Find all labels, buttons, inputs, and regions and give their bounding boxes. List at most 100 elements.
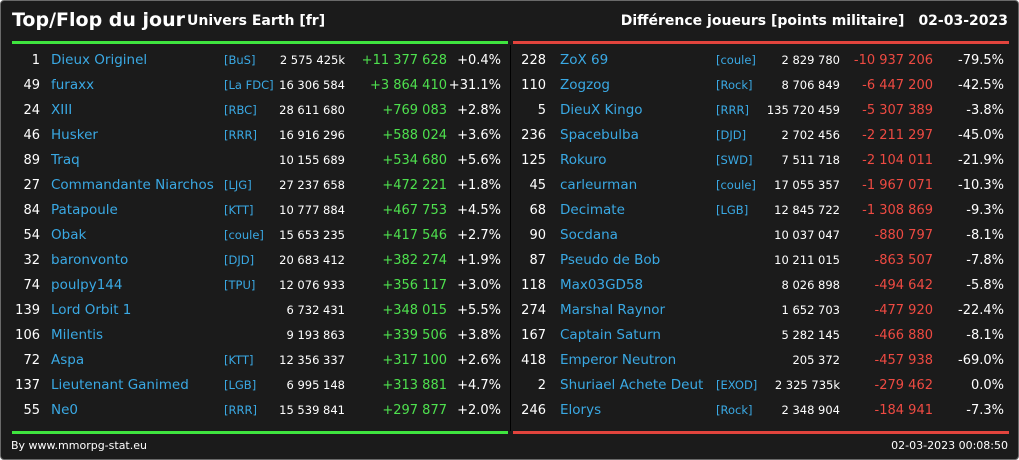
player-name-link[interactable]: Obak [51, 227, 87, 243]
alliance-tag-link[interactable]: [La FDC] [224, 78, 274, 92]
top-row: 106 Milentis 9 193 863 +339 506 +3.8% [1, 323, 501, 348]
column-divider [510, 45, 511, 431]
alliance-tag-link[interactable]: [LGB] [224, 378, 257, 392]
alliance-tag-link[interactable]: [coule] [716, 178, 756, 192]
score-difference: -880 797 [874, 228, 933, 243]
player-name-link[interactable]: XIII [51, 102, 73, 118]
player-rank: 24 [23, 103, 40, 118]
player-name-link[interactable]: Dieux Originel [51, 52, 148, 68]
percent-change: +2.8% [457, 103, 501, 118]
percent-change: +2.7% [457, 228, 501, 243]
alliance-tag-link[interactable]: [coule] [224, 228, 264, 242]
player-name-link[interactable]: DieuX Kingo [560, 102, 643, 118]
alliance-tag-link[interactable]: [RRR] [716, 103, 749, 117]
player-name-link[interactable]: Lieutenant Ganimed [51, 377, 189, 393]
player-score: 2 702 456 [781, 128, 840, 142]
player-score: 12 845 722 [774, 203, 840, 217]
score-difference: +769 083 [382, 103, 447, 118]
percent-change: -42.5% [958, 78, 1004, 93]
player-rank: 32 [23, 253, 40, 268]
player-name-link[interactable]: Milentis [51, 327, 104, 343]
alliance-tag-link[interactable]: [RBC] [224, 103, 257, 117]
player-rank: 167 [521, 328, 546, 343]
percent-change: -8.1% [966, 328, 1004, 343]
player-name-link[interactable]: Socdana [560, 227, 618, 243]
player-name-link[interactable]: Traq [51, 152, 80, 168]
alliance-tag-link[interactable]: [LJG] [224, 178, 252, 192]
player-name-link[interactable]: Commandante Niarchos [51, 177, 214, 193]
alliance-tag-link[interactable]: [Rock] [716, 403, 753, 417]
player-name-link[interactable]: baronvonto [51, 252, 129, 268]
alliance-tag-link[interactable]: [LGB] [716, 203, 749, 217]
percent-change: +31.1% [448, 78, 501, 93]
score-difference: -2 104 011 [862, 153, 933, 168]
player-name-link[interactable]: Pseudo de Bob [560, 252, 661, 268]
player-rank: 45 [529, 178, 546, 193]
alliance-tag-link[interactable]: [DJD] [224, 253, 255, 267]
flop-row: 228 ZoX 69 [coule] 2 829 780 -10 937 206 -79.… [513, 48, 1008, 73]
player-name-link[interactable]: poulpy144 [51, 277, 123, 293]
score-difference: +472 221 [382, 178, 447, 193]
alliance-tag-link[interactable]: [DJD] [716, 128, 747, 142]
flop-row: 90 Socdana 10 037 047 -880 797 -8.1% [513, 223, 1008, 248]
flop-section-bar-top [513, 41, 1009, 44]
player-name-link[interactable]: Emperor Neutron [560, 352, 677, 368]
player-name-link[interactable]: Zogzog [560, 77, 610, 93]
alliance-tag-link[interactable]: [RRR] [224, 128, 257, 142]
player-rank: 1 [31, 53, 40, 68]
alliance-tag-link[interactable]: [RRR] [224, 403, 257, 417]
alliance-tag-link[interactable]: [SWD] [716, 153, 753, 167]
player-rank: 110 [521, 78, 546, 93]
flop-row: 274 Marshal Raynor 1 652 703 -477 920 -22.4% [513, 298, 1008, 323]
player-name-link[interactable]: Spacebulba [560, 127, 639, 143]
alliance-tag-link[interactable]: [TPU] [224, 278, 256, 292]
player-name-link[interactable]: Lord Orbit 1 [51, 302, 132, 318]
player-rank: 54 [23, 228, 40, 243]
player-score: 2 829 780 [781, 53, 840, 67]
player-rank: 49 [23, 78, 40, 93]
player-score: 10 155 689 [279, 153, 345, 167]
player-score: 15 539 841 [279, 403, 345, 417]
player-rank: 236 [521, 128, 546, 143]
page-title: Top/Flop du jour [12, 9, 185, 31]
player-name-link[interactable]: furaxx [51, 77, 95, 93]
player-rank: 246 [521, 403, 546, 418]
alliance-tag-link[interactable]: [KTT] [224, 203, 254, 217]
top-row: 46 Husker [RRR] 16 916 296 +588 024 +3.6% [1, 123, 501, 148]
player-name-link[interactable]: Decimate [560, 202, 625, 218]
player-name-link[interactable]: carleurman [560, 177, 638, 193]
player-rank: 5 [537, 103, 546, 118]
player-name-link[interactable]: Max03GD58 [560, 277, 644, 293]
percent-change: +2.6% [457, 353, 501, 368]
player-score: 16 306 584 [279, 78, 345, 92]
player-name-link[interactable]: Captain Saturn [560, 327, 661, 343]
player-rank: 90 [529, 228, 546, 243]
percent-change: +4.5% [457, 203, 501, 218]
percent-change: +3.0% [457, 278, 501, 293]
alliance-tag-link[interactable]: [KTT] [224, 353, 254, 367]
player-name-link[interactable]: Rokuro [560, 152, 607, 168]
top-row: 137 Lieutenant Ganimed [LGB] 6 995 148 +313 … [1, 373, 501, 398]
player-score: 8 026 898 [781, 278, 840, 292]
player-name-link[interactable]: Husker [51, 127, 98, 143]
alliance-tag-link[interactable]: [BuS] [224, 53, 256, 67]
alliance-tag-link[interactable]: [Rock] [716, 78, 753, 92]
percent-change: 0.0% [970, 378, 1004, 393]
percent-change: +5.6% [457, 153, 501, 168]
percent-change: -7.3% [966, 403, 1004, 418]
player-name-link[interactable]: Patapoule [51, 202, 118, 218]
player-score: 17 055 357 [774, 178, 840, 192]
score-difference: -10 937 206 [853, 53, 933, 68]
player-name-link[interactable]: Ne0 [51, 402, 78, 418]
universe-label: Univers Earth [fr] [187, 13, 326, 29]
player-name-link[interactable]: ZoX 69 [560, 52, 609, 68]
player-score: 16 916 296 [279, 128, 345, 142]
alliance-tag-link[interactable]: [coule] [716, 53, 756, 67]
player-name-link[interactable]: Shuriael Achete Deut [560, 377, 704, 393]
score-difference: -5 307 389 [862, 103, 933, 118]
player-name-link[interactable]: Elorys [560, 402, 602, 418]
player-name-link[interactable]: Marshal Raynor [560, 302, 666, 318]
alliance-tag-link[interactable]: [EXOD] [716, 378, 758, 392]
player-name-link[interactable]: Aspa [51, 352, 85, 368]
top-row: 24 XIII [RBC] 28 611 680 +769 083 +2.8% [1, 98, 501, 123]
